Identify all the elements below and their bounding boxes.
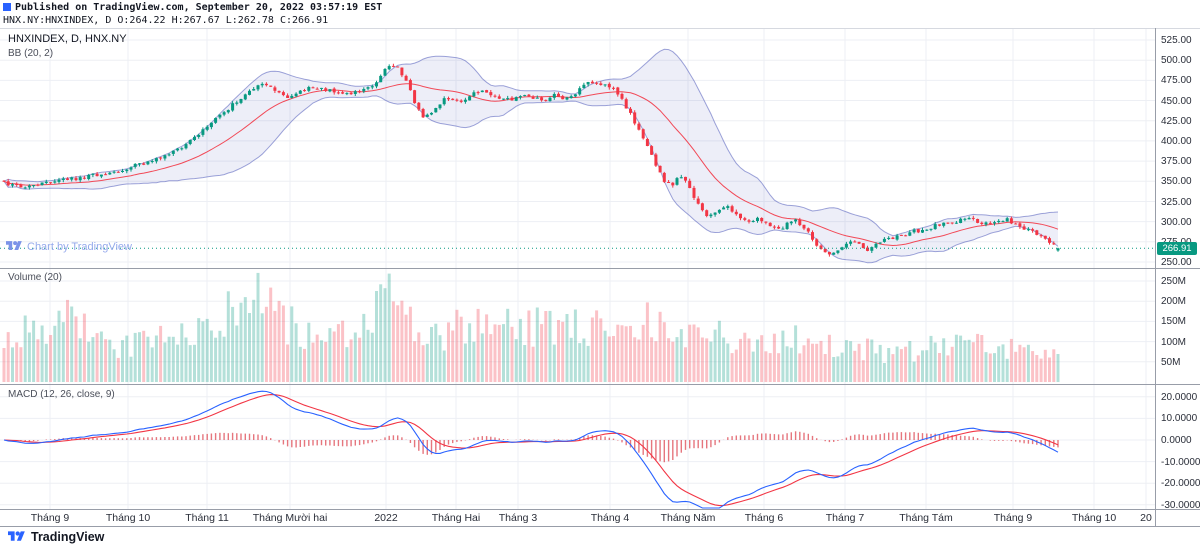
price-axis-tick-label: 375.00 xyxy=(1161,156,1192,168)
price-axis-tick-label: 450.00 xyxy=(1161,95,1192,107)
time-axis-label: Tháng 3 xyxy=(498,512,538,524)
volume-indicator-legend[interactable]: Volume (20) xyxy=(8,272,62,283)
macd-indicator-legend[interactable]: MACD (12, 26, close, 9) xyxy=(8,389,115,400)
macd-axis-tick-label: -30.0000 xyxy=(1161,499,1200,511)
time-axis-label: Tháng 4 xyxy=(590,512,630,524)
price-axis-tick-label: 400.00 xyxy=(1161,135,1192,147)
time-axis-label: Tháng 9 xyxy=(993,512,1033,524)
time-axis-label: 20 xyxy=(1140,512,1152,524)
price-axis-tick-label: 350.00 xyxy=(1161,176,1192,188)
tradingview-logo-icon[interactable] xyxy=(8,530,25,544)
publisher-logo-icon xyxy=(3,3,11,11)
time-axis-label: Tháng Hai xyxy=(431,512,481,524)
time-axis-label: Tháng 6 xyxy=(744,512,784,524)
volume-axis-tick-label: 150M xyxy=(1161,316,1187,328)
price-axis-tick-label: 250.00 xyxy=(1161,257,1192,268)
macd-axis-tick-label: 20.0000 xyxy=(1161,391,1198,403)
price-pane-legend: HNXINDEX, D, HNX.NY BB (20, 2) xyxy=(8,33,127,59)
time-axis-label: Tháng 11 xyxy=(185,512,229,524)
symbol-ohlc-line: HNX.NY:HNXINDEX, D O:264.22 H:267.67 L:2… xyxy=(3,15,329,26)
published-line: Published on TradingView.com, September … xyxy=(15,2,383,13)
watermark-label: Chart by TradingView xyxy=(27,240,132,253)
price-axis-tick-label: 325.00 xyxy=(1161,196,1192,208)
time-axis-label: Tháng 10 xyxy=(105,512,151,524)
macd-axis-tick-label: -20.0000 xyxy=(1161,478,1200,490)
macd-axis-tick-label: 0.0000 xyxy=(1161,435,1192,446)
time-axis-label: Tháng Năm xyxy=(660,512,716,524)
tradingview-watermark-icon xyxy=(6,241,22,251)
price-axis-tick-label: 475.00 xyxy=(1161,75,1192,87)
tradingview-brand-text[interactable]: TradingView xyxy=(31,530,105,544)
time-axis-label: Tháng Mười hai xyxy=(252,512,328,524)
bb-indicator-legend[interactable]: BB (20, 2) xyxy=(8,48,54,59)
macd-axis-tick-label: 10.0000 xyxy=(1161,413,1198,425)
tradingview-watermark[interactable]: Chart by TradingView xyxy=(6,240,132,253)
time-axis-label: 2022 xyxy=(374,512,398,524)
volume-axis-tick-label: 200M xyxy=(1161,296,1187,308)
volume-axis-tick-label: 50M xyxy=(1161,356,1181,368)
macd-axis-tick-label: -10.0000 xyxy=(1161,456,1200,468)
footer: TradingView xyxy=(0,527,1200,547)
time-axis-label: Tháng 7 xyxy=(825,512,865,524)
symbol-legend[interactable]: HNXINDEX, D, HNX.NY xyxy=(8,33,127,45)
price-axis-tick-label: 300.00 xyxy=(1161,216,1192,228)
price-axis-tick-label: 425.00 xyxy=(1161,115,1192,127)
time-axis-label: Tháng Tám xyxy=(899,512,953,524)
volume-axis-tick-label: 250M xyxy=(1161,276,1187,287)
price-axis-tick-label: 500.00 xyxy=(1161,55,1192,67)
time-axis-label: Tháng 9 xyxy=(30,512,70,524)
last-price-badge: 266.91 xyxy=(1157,241,1197,255)
volume-axis-tick-label: 100M xyxy=(1161,336,1187,348)
price-axis-tick-label: 525.00 xyxy=(1161,35,1192,46)
header: Published on TradingView.com, September … xyxy=(0,0,1200,28)
time-axis-label: Tháng 10 xyxy=(1071,512,1117,524)
